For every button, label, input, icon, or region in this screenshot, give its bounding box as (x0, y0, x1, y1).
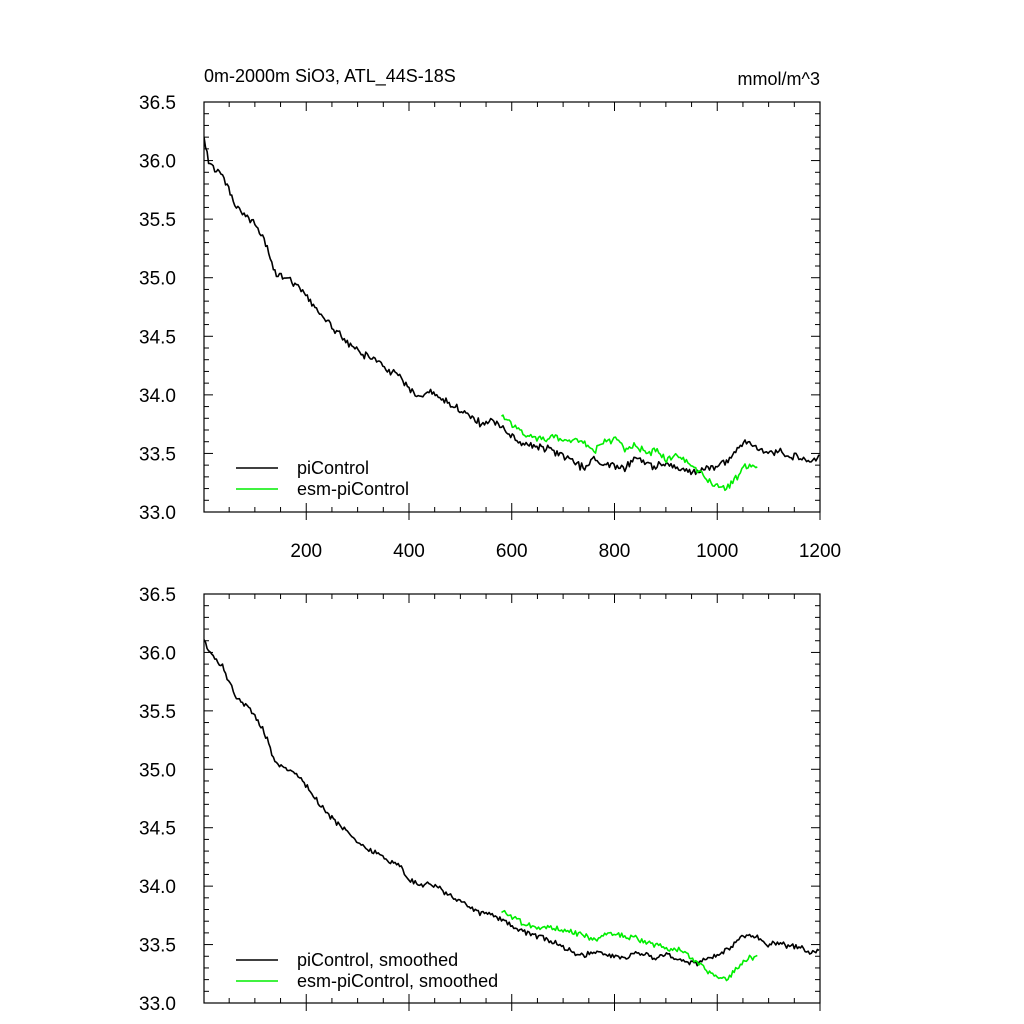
series-line-picontrol-smoothed (204, 639, 820, 967)
legend-label: esm-piControl, smoothed (297, 971, 498, 991)
y-tick-label: 36.5 (139, 585, 176, 606)
y-tick-label: 36.0 (139, 152, 176, 173)
top-panel: 0m-2000m SiO3, ATL_44S-18S mmol/m^3 33.0… (139, 66, 841, 562)
series-line-esm-picontrol-smoothed (501, 909, 758, 982)
y-tick-label: 33.0 (139, 994, 176, 1015)
x-tick-label: 400 (393, 541, 425, 562)
y-tick-label: 35.5 (139, 702, 176, 723)
y-tick-label: 34.0 (139, 877, 176, 898)
legend-label: piControl (297, 458, 369, 478)
plot-frame (203, 593, 821, 1004)
x-tick-label: 200 (290, 541, 322, 562)
x-tick-label: 600 (496, 541, 528, 562)
x-tick-label: 1200 (799, 541, 841, 562)
series-line-esm-picontrol (501, 414, 758, 492)
plot-frame (203, 101, 821, 513)
y-tick-label: 33.0 (139, 503, 176, 524)
y-tick-label: 34.5 (139, 327, 176, 348)
units-label: mmol/m^3 (738, 69, 820, 89)
legend-label: piControl, smoothed (297, 950, 458, 970)
chart-title: 0m-2000m SiO3, ATL_44S-18S (204, 66, 456, 87)
y-tick-label: 34.0 (139, 386, 176, 407)
y-tick-label: 35.5 (139, 210, 176, 231)
y-tick-label: 35.0 (139, 760, 176, 781)
y-tick-label: 36.5 (139, 93, 176, 114)
y-tick-label: 34.5 (139, 819, 176, 840)
legend-label: esm-piControl (297, 479, 409, 499)
bottom-panel: 33.0 33.5 34.0 34.5 35.0 35.5 36.0 36.5 piContro… (139, 585, 821, 1015)
y-tick-label: 33.5 (139, 444, 176, 465)
y-tick-label: 33.5 (139, 936, 176, 957)
series-line-picontrol (204, 136, 820, 476)
x-tick-label: 1000 (696, 541, 738, 562)
y-tick-label: 36.0 (139, 643, 176, 664)
x-tick-label: 800 (599, 541, 631, 562)
y-tick-label: 35.0 (139, 269, 176, 290)
